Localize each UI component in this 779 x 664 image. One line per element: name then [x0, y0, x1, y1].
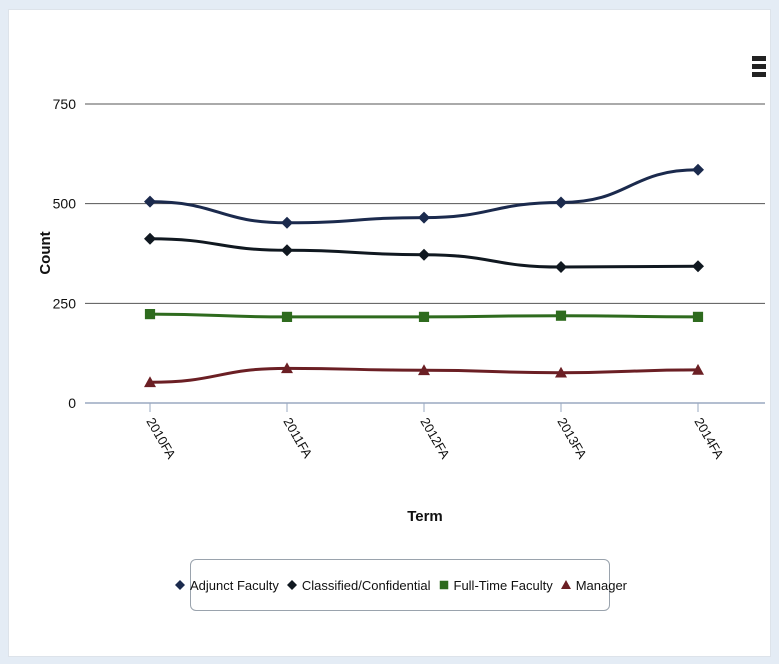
legend-item-manager[interactable]: Manager — [559, 578, 627, 593]
data-point[interactable] — [555, 261, 567, 274]
data-point[interactable] — [555, 310, 567, 321]
x-tick-label: 2014FA — [691, 415, 727, 462]
data-point[interactable] — [144, 376, 156, 388]
data-point[interactable] — [555, 196, 567, 209]
y-axis-title: Count — [37, 231, 54, 274]
data-point[interactable] — [418, 311, 430, 322]
data-point[interactable] — [281, 311, 293, 322]
x-tick-label: 2011FA — [280, 415, 315, 461]
square-marker-icon — [439, 580, 448, 590]
data-point[interactable] — [418, 211, 430, 224]
data-point[interactable] — [418, 364, 430, 376]
y-tick-label: 500 — [53, 196, 77, 212]
diamond-marker-icon — [175, 580, 185, 590]
y-tick-label: 0 — [68, 395, 76, 411]
legend-item-full-time-faculty[interactable]: Full-Time Faculty — [437, 578, 553, 593]
data-point[interactable] — [555, 366, 567, 378]
series-full-time-faculty[interactable] — [144, 308, 704, 322]
series-classified-confidential[interactable] — [144, 232, 704, 274]
x-tick-label: 2012FA — [417, 415, 453, 462]
series-adjunct-faculty[interactable] — [144, 163, 704, 229]
x-tick-label: 2013FA — [554, 415, 590, 462]
grid-lines — [85, 103, 765, 304]
data-point[interactable] — [418, 248, 430, 261]
hamburger-menu-icon[interactable] — [752, 56, 766, 82]
data-point[interactable] — [144, 308, 156, 320]
legend: Adjunct Faculty Classified/Confidential Fu… — [175, 559, 627, 611]
y-tick-label: 750 — [53, 96, 77, 112]
data-point[interactable] — [144, 232, 156, 245]
legend-label: Classified/Confidential — [301, 577, 431, 593]
series-group — [144, 163, 704, 388]
legend-label: Manager — [575, 577, 628, 593]
data-point[interactable] — [281, 216, 293, 229]
data-point[interactable] — [281, 244, 293, 257]
data-point[interactable] — [692, 363, 704, 375]
triangle-marker-icon — [560, 580, 571, 589]
y-tick-label: 250 — [53, 295, 77, 311]
x-tick-label: 2010FA — [143, 415, 179, 462]
data-point[interactable] — [692, 311, 704, 322]
data-point[interactable] — [281, 362, 293, 374]
data-point[interactable] — [692, 163, 704, 176]
legend-label: Full-Time Faculty — [453, 577, 553, 593]
data-point[interactable] — [144, 195, 156, 208]
legend-label: Adjunct Faculty — [190, 577, 279, 593]
series-manager[interactable] — [144, 362, 704, 388]
chart-container — [8, 9, 771, 657]
data-point[interactable] — [692, 260, 704, 273]
legend-item-classified-confidential[interactable]: Classified/Confidential — [285, 578, 431, 593]
x-axis-title: Term — [407, 508, 443, 525]
legend-item-adjunct-faculty[interactable]: Adjunct Faculty — [173, 578, 279, 593]
diamond-marker-icon — [286, 580, 297, 590]
